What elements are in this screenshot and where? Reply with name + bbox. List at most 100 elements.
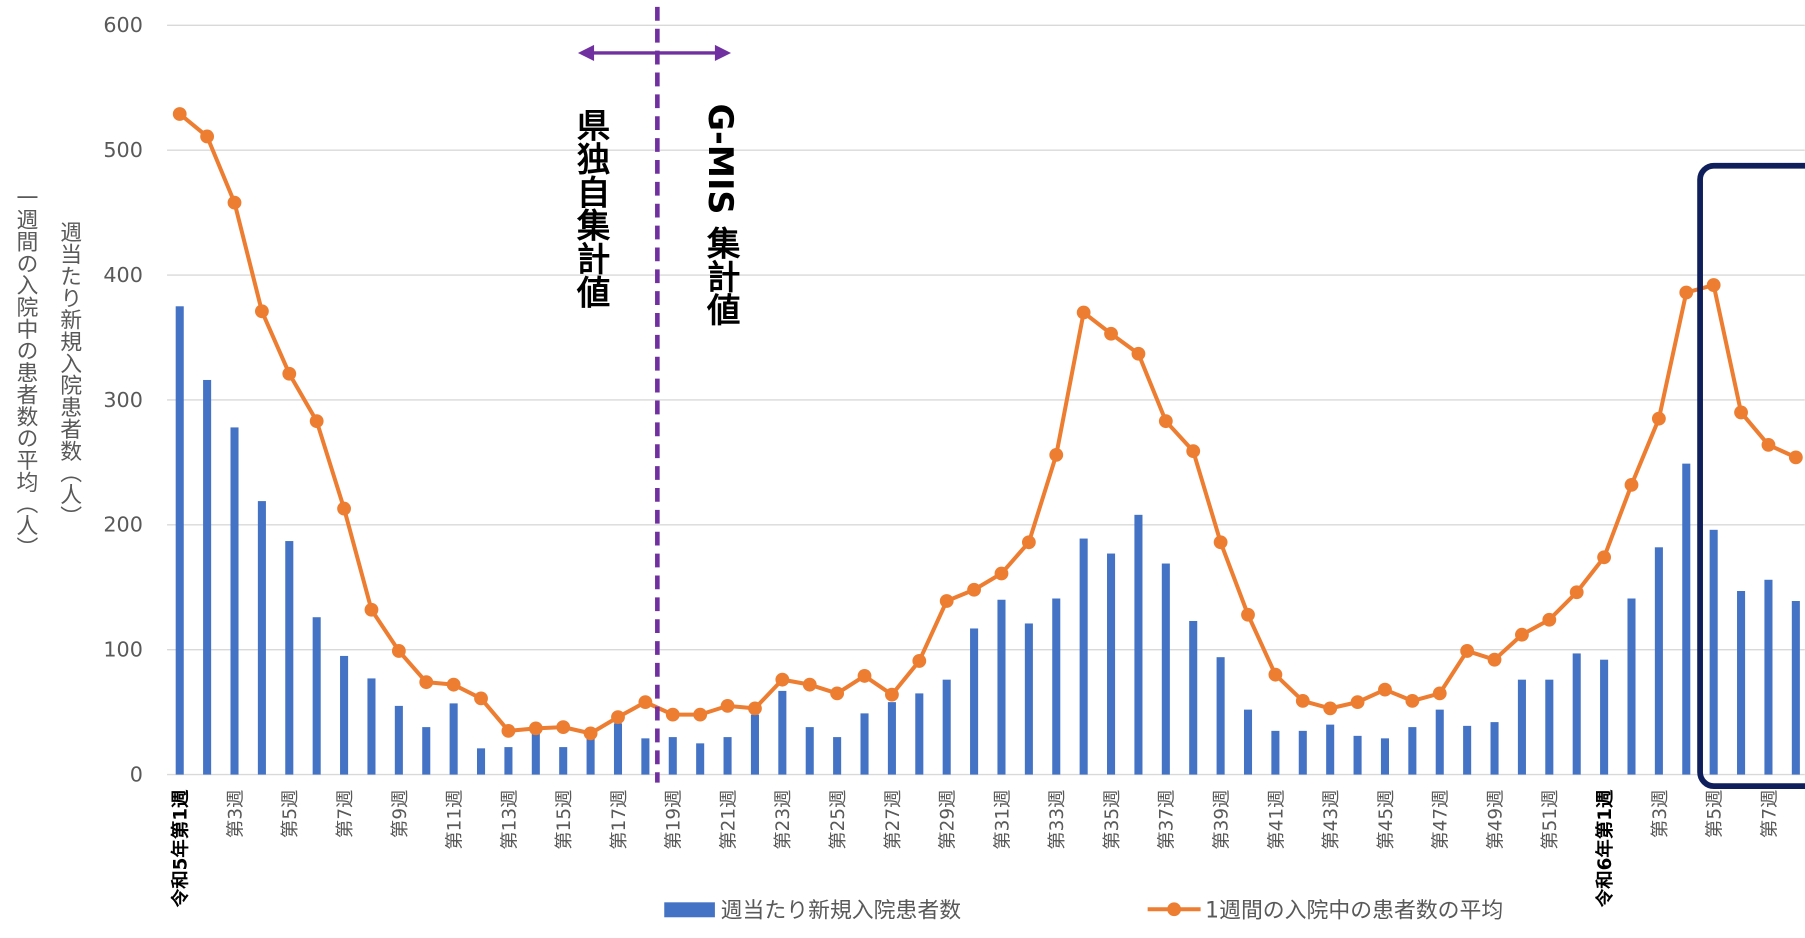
line-marker xyxy=(1651,411,1666,426)
x-tick-label: 令和6年第1週 xyxy=(1594,789,1616,908)
highlight-box xyxy=(1697,162,1805,789)
x-tick-label: 第47週 xyxy=(1431,790,1452,850)
bar xyxy=(1600,659,1609,775)
x-tick-label: 第11週 xyxy=(445,790,466,850)
bar xyxy=(1737,591,1746,775)
line-marker xyxy=(528,721,543,736)
line-marker xyxy=(1515,627,1529,642)
line-marker xyxy=(474,691,488,706)
line-marker xyxy=(1706,278,1721,292)
line-marker xyxy=(282,366,297,381)
line-marker xyxy=(802,677,817,692)
bar xyxy=(668,737,677,775)
x-tick-label: 第3週 xyxy=(1650,790,1671,839)
bar xyxy=(285,541,294,775)
line-marker xyxy=(994,566,1009,581)
line-marker xyxy=(611,710,625,725)
x-tick-label: 令和5年第1週 xyxy=(170,789,192,908)
x-tick-label: 第45週 xyxy=(1376,790,1397,850)
line-marker xyxy=(1295,693,1310,708)
bar xyxy=(1134,514,1143,775)
line-marker xyxy=(309,414,324,429)
bar xyxy=(1791,600,1800,775)
bar xyxy=(1517,679,1526,775)
bar xyxy=(422,727,431,775)
bar xyxy=(1764,579,1773,775)
bar xyxy=(1216,657,1225,775)
line-marker xyxy=(1049,447,1064,462)
line-marker xyxy=(1021,535,1036,550)
bar xyxy=(1326,724,1335,775)
line-marker xyxy=(967,582,981,597)
line-marker xyxy=(1569,585,1584,600)
line-marker xyxy=(419,675,434,690)
bar xyxy=(1298,730,1307,775)
line-marker xyxy=(1542,612,1557,627)
plot-area: 0 100 200 300 400 500 600 令和5年第1週 第3週 第5週 第7週 第9週 第1… xyxy=(103,13,1805,908)
x-tick-label: 第37週 xyxy=(1157,790,1178,850)
y-tick-label: 100 xyxy=(103,638,143,662)
line-marker xyxy=(748,701,762,716)
bar xyxy=(887,702,896,775)
x-tick-label: 第17週 xyxy=(609,790,630,850)
line-marker xyxy=(1323,701,1338,716)
bar xyxy=(1079,538,1088,775)
bar xyxy=(778,690,787,775)
x-tick-label: 第29週 xyxy=(938,790,959,850)
bar xyxy=(1545,679,1554,775)
line-marker xyxy=(638,695,653,710)
bar xyxy=(559,747,568,775)
y-tick-label: 0 xyxy=(130,762,143,786)
line-marker xyxy=(1213,535,1228,550)
y-tick-label: 400 xyxy=(103,263,143,287)
bar xyxy=(942,679,951,775)
x-tick-label: 第19週 xyxy=(664,790,685,850)
x-tick-label: 第23週 xyxy=(773,790,794,850)
bar xyxy=(833,737,842,775)
bar xyxy=(723,737,732,775)
x-tick-label: 第39週 xyxy=(1212,790,1233,850)
line-marker xyxy=(1487,652,1502,667)
bar xyxy=(203,379,212,775)
bar xyxy=(477,748,486,775)
line-marker xyxy=(1268,667,1283,682)
bar xyxy=(312,617,321,775)
line-marker xyxy=(1734,405,1748,420)
bar xyxy=(1435,709,1444,775)
line-marker xyxy=(1076,305,1091,320)
line-marker xyxy=(830,686,845,701)
bar xyxy=(1654,547,1663,775)
bar xyxy=(340,655,349,775)
bar xyxy=(915,693,924,775)
legend-swatch xyxy=(1167,902,1182,917)
x-tick-label: 第7週 xyxy=(1759,790,1780,839)
x-tick-label: 第33週 xyxy=(1047,790,1068,850)
bar xyxy=(1408,727,1417,775)
line-marker xyxy=(1432,686,1447,701)
line-marker xyxy=(1104,326,1118,341)
x-tick-label: 第51週 xyxy=(1540,790,1561,850)
line-marker xyxy=(1460,644,1475,658)
line-marker xyxy=(200,129,215,144)
bar xyxy=(1627,598,1636,775)
bar xyxy=(1243,709,1253,775)
x-tick-label: 第35週 xyxy=(1102,790,1123,850)
line-marker xyxy=(501,723,516,738)
x-tick-label: 第41週 xyxy=(1266,790,1287,850)
y-axis-title: 週当たり新規入院患者数（人） xyxy=(57,221,82,527)
line-marker xyxy=(1405,693,1420,708)
y-tick-label: 200 xyxy=(103,513,143,537)
bar xyxy=(997,599,1006,775)
bar xyxy=(1490,722,1499,775)
line-marker xyxy=(1378,682,1392,697)
line-marker xyxy=(583,726,598,741)
bar xyxy=(1024,623,1033,775)
line-marker xyxy=(1158,414,1173,429)
line-marker xyxy=(337,501,351,516)
bar xyxy=(531,733,540,775)
bar xyxy=(1380,738,1389,775)
x-tick-label: 第31週 xyxy=(992,790,1013,850)
legend-swatch xyxy=(664,902,715,918)
line-marker xyxy=(1186,444,1201,459)
